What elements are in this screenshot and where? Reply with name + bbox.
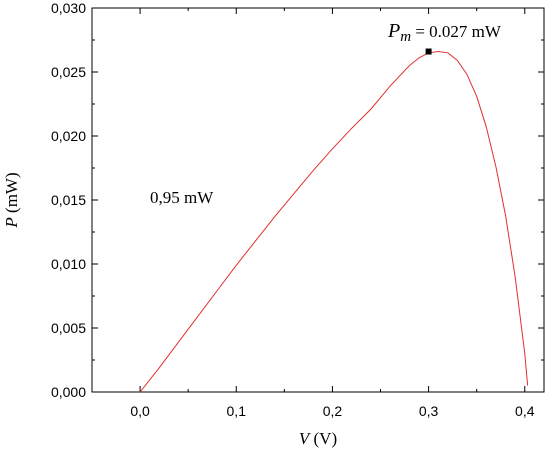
y-axis-var: P [2, 217, 21, 228]
y-tick-label: 0,005 [51, 320, 86, 336]
x-tick-label: 0,0 [130, 403, 150, 419]
y-tick-label: 0,000 [51, 384, 86, 400]
y-tick-label: 0,030 [51, 0, 86, 16]
y-tick-label: 0,025 [51, 64, 86, 80]
pm-sub: m [400, 29, 411, 45]
tick-labels: 0,0 0,1 0,2 0,3 0,4 0,000 0,005 0,010 0,015 0,020… [51, 0, 535, 419]
x-axis-title: V (V) [299, 429, 337, 448]
y-tick-label: 0,015 [51, 192, 86, 208]
pm-value: = 0.027 mW [411, 22, 502, 41]
x-tick-label: 0,3 [419, 403, 439, 419]
x-tick-label: 0,1 [227, 403, 247, 419]
inside-label: 0,95 mW [150, 188, 214, 207]
pm-var: P [387, 20, 400, 42]
x-tick-label: 0,2 [323, 403, 343, 419]
y-axis-unit: (mW) [2, 172, 21, 217]
y-tick-label: 0,020 [51, 128, 86, 144]
y-tick-label: 0,010 [51, 256, 86, 272]
x-axis-unit: (V) [309, 429, 337, 448]
max-power-marker [425, 48, 432, 55]
y-axis-title: P (mW) [2, 172, 21, 228]
pm-annotation: Pm = 0.027 mW [387, 20, 502, 45]
axis-ticks [91, 7, 544, 393]
x-axis-var: V [299, 429, 312, 448]
x-tick-label: 0,4 [515, 403, 535, 419]
power-curve-line [139, 51, 529, 393]
